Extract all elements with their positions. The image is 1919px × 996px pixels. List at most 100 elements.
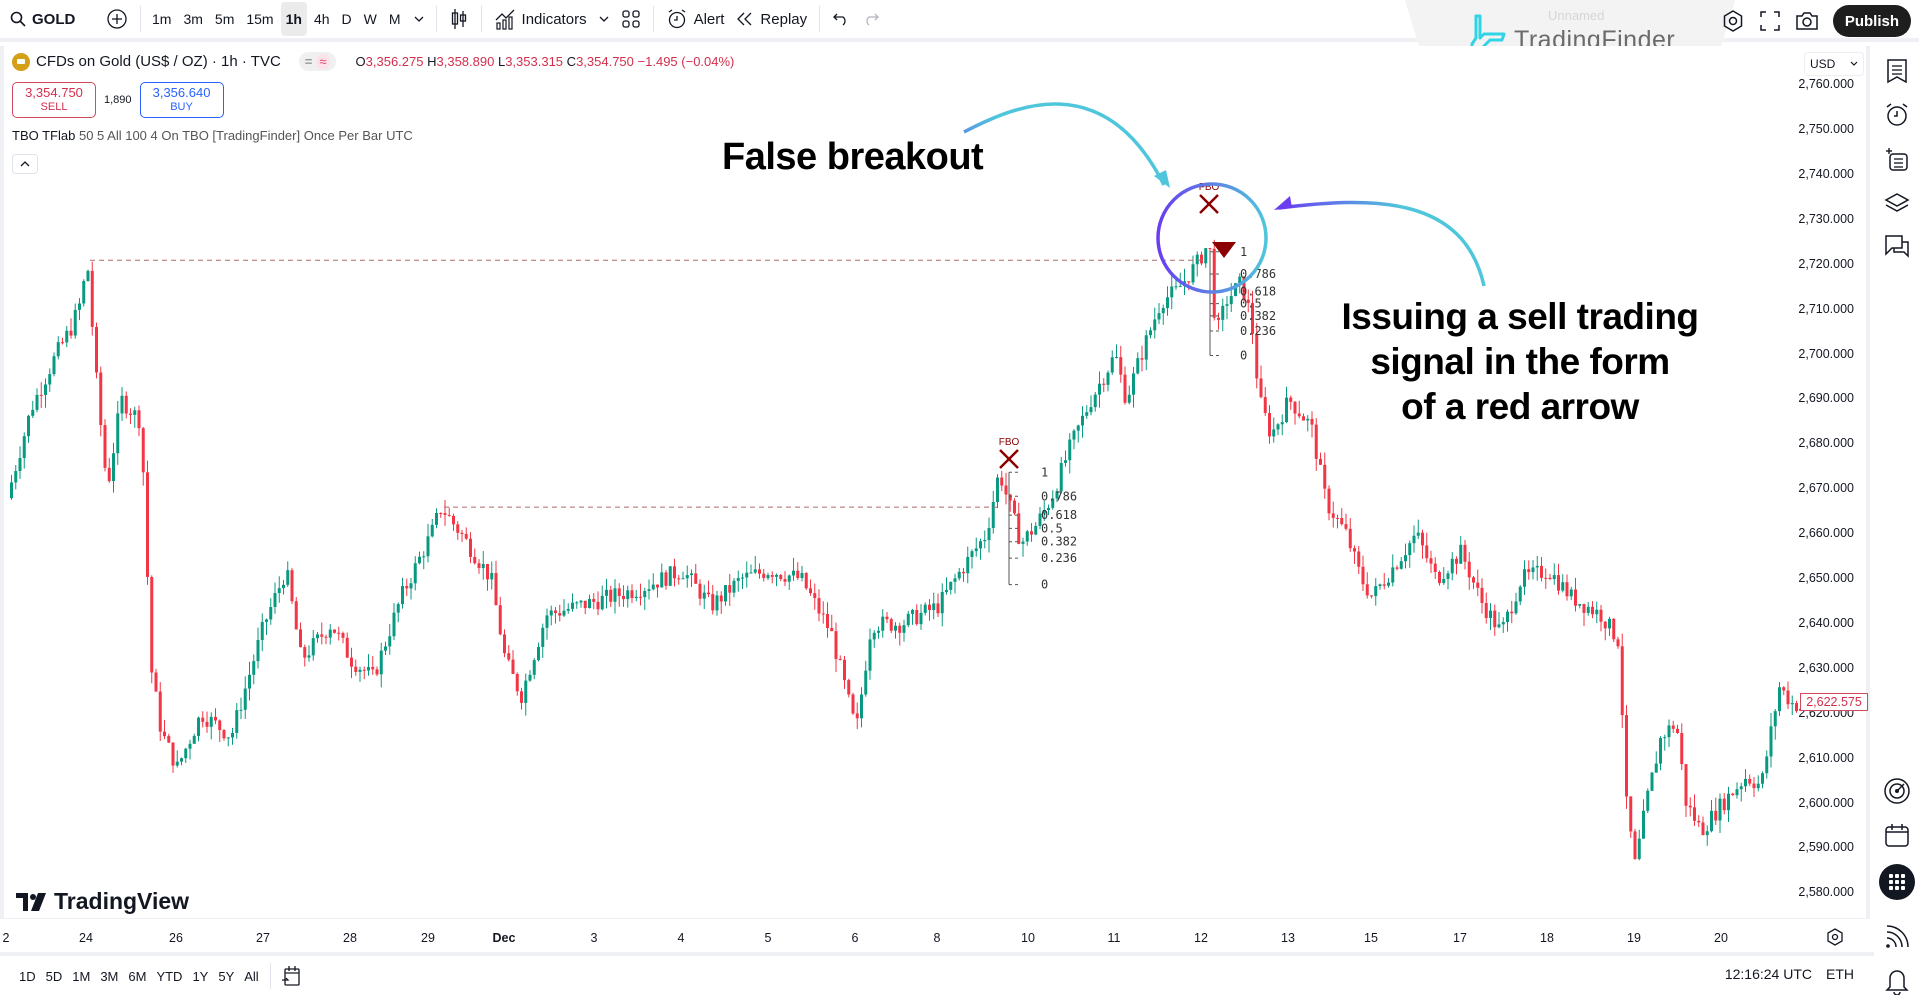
layout-name[interactable]: Unnamed bbox=[1548, 8, 1605, 23]
redo-button[interactable] bbox=[856, 2, 886, 36]
target-icon bbox=[1883, 777, 1911, 805]
fullscreen-icon[interactable] bbox=[1759, 10, 1781, 32]
time-tick-label: 15 bbox=[1364, 931, 1378, 945]
notifications-button[interactable] bbox=[1882, 966, 1912, 996]
session-label[interactable]: ETH bbox=[1826, 966, 1854, 982]
timeframe-1h[interactable]: 1h bbox=[280, 2, 307, 36]
utc-clock[interactable]: 12:16:24 UTC bbox=[1724, 966, 1812, 982]
svg-text:0.618: 0.618 bbox=[1240, 284, 1276, 298]
currency-select[interactable]: USD bbox=[1804, 52, 1864, 76]
divider bbox=[140, 6, 141, 32]
price-tick-label: 2,640.000 bbox=[1798, 615, 1854, 630]
buy-label: BUY bbox=[170, 101, 193, 113]
object-tree-button[interactable] bbox=[1882, 144, 1912, 174]
goto-date-icon[interactable] bbox=[281, 965, 301, 987]
buy-button[interactable]: 3,356.640 BUY bbox=[139, 82, 224, 118]
collapse-legend-button[interactable] bbox=[12, 154, 38, 174]
settings-icon[interactable] bbox=[1721, 9, 1745, 33]
svg-text:0.382: 0.382 bbox=[1240, 309, 1276, 323]
streams-button[interactable] bbox=[1882, 922, 1912, 952]
symbol-search-button[interactable]: GOLD bbox=[0, 2, 100, 36]
time-axis[interactable]: 2 24 26 27 28 29 Dec 3 4 5 6 8 10 11 12 13 15 17 18 19 20 bbox=[0, 918, 1870, 952]
plus-circle-icon bbox=[106, 8, 128, 30]
price-tick-label: 2,590.000 bbox=[1798, 840, 1854, 855]
chevron-down-icon bbox=[599, 15, 609, 23]
top-right-tools: Publish bbox=[1721, 4, 1911, 38]
range-3m[interactable]: 3M bbox=[100, 968, 119, 984]
timeframe-m[interactable]: M bbox=[388, 11, 401, 27]
timeframe-w[interactable]: W bbox=[363, 11, 377, 27]
timeframe-d[interactable]: D bbox=[341, 11, 352, 27]
range-ytd[interactable]: YTD bbox=[156, 968, 183, 984]
gold-symbol-icon bbox=[12, 52, 30, 71]
calendar-button[interactable] bbox=[1882, 820, 1912, 850]
candlestick-chart[interactable]: 10.7860.6180.50.3820.236010.7860.6180.50… bbox=[4, 46, 1800, 918]
tradingview-logo[interactable]: TradingView bbox=[16, 888, 189, 915]
close-value: 3,354.750 bbox=[576, 54, 634, 69]
replay-button[interactable]: Replay bbox=[730, 2, 813, 36]
range-1y[interactable]: 1Y bbox=[192, 968, 209, 984]
alerts-button[interactable] bbox=[1882, 100, 1912, 130]
sell-button[interactable]: 3,354.750 SELL bbox=[12, 82, 96, 118]
divider bbox=[652, 6, 654, 32]
range-5d[interactable]: 5D bbox=[45, 968, 63, 984]
chats-button[interactable] bbox=[1882, 232, 1912, 262]
range-all[interactable]: All bbox=[244, 968, 259, 984]
hotlists-button[interactable] bbox=[1882, 776, 1912, 806]
alarm-clock-icon bbox=[1884, 102, 1910, 128]
range-1d[interactable]: 1D bbox=[19, 968, 36, 984]
indicator-name: TBO TFlab bbox=[12, 128, 76, 143]
svg-text:0: 0 bbox=[1041, 578, 1048, 592]
indicator-legend[interactable]: TBO TFlab 50 5 All 100 4 On TBO [Trading… bbox=[12, 128, 413, 143]
grid-layout-icon bbox=[621, 9, 641, 29]
publish-button[interactable]: Publish bbox=[1832, 5, 1911, 37]
timeframe-5m[interactable]: 5m bbox=[214, 11, 235, 27]
price-tick-label: 2,680.000 bbox=[1798, 436, 1854, 451]
timeframe-1m[interactable]: 1m bbox=[152, 11, 172, 27]
timeframe-3m[interactable]: 3m bbox=[183, 11, 203, 27]
range-5y[interactable]: 5Y bbox=[218, 968, 235, 984]
svg-text:0.5: 0.5 bbox=[1240, 297, 1262, 311]
right-sidebar bbox=[1874, 46, 1919, 996]
chart-type-button[interactable] bbox=[443, 2, 475, 36]
sell-signal-annotation: Issuing a sell trading signal in the for… bbox=[1340, 294, 1700, 429]
price-axis[interactable]: 2,760.000 2,750.000 2,740.000 2,730.000 2,72… bbox=[1798, 46, 1870, 918]
chevron-down-icon bbox=[414, 15, 424, 23]
price-tick-label: 2,600.000 bbox=[1798, 795, 1854, 810]
undo-button[interactable] bbox=[826, 2, 856, 36]
axis-settings-icon[interactable] bbox=[1826, 928, 1844, 946]
layers-button[interactable] bbox=[1882, 188, 1912, 218]
chevron-up-icon bbox=[20, 160, 30, 168]
camera-icon[interactable] bbox=[1795, 10, 1819, 32]
currency-label: USD bbox=[1810, 57, 1836, 71]
time-tick-label: 11 bbox=[1107, 931, 1121, 945]
range-6m[interactable]: 6M bbox=[128, 968, 147, 984]
spread-value: 1,890 bbox=[104, 94, 132, 106]
svg-text:FBO: FBO bbox=[1199, 182, 1220, 193]
tradingview-logo-text: TradingView bbox=[54, 888, 190, 914]
svg-text:0: 0 bbox=[1240, 349, 1247, 363]
products-button[interactable] bbox=[1878, 864, 1915, 900]
price-tick-label: 2,720.000 bbox=[1798, 256, 1854, 271]
svg-text:FBO: FBO bbox=[999, 437, 1020, 448]
candles-icon bbox=[449, 7, 469, 31]
time-tick-label: 26 bbox=[169, 931, 183, 945]
equal-icon: = bbox=[304, 54, 313, 69]
range-1m[interactable]: 1M bbox=[72, 968, 91, 984]
indicators-button[interactable]: Indicators bbox=[488, 2, 593, 36]
indicator-params: 50 5 All 100 4 On TBO [TradingFinder] On… bbox=[78, 128, 413, 143]
symbol-label: GOLD bbox=[32, 10, 76, 28]
timeframe-15m[interactable]: 15m bbox=[246, 11, 274, 27]
chart-pane[interactable]: 1 0.786 0.618 0.5 0.382 0.236 0 1 0.786 0.618 0.5 0… bbox=[0, 46, 1800, 918]
compare-symbol-button[interactable] bbox=[100, 2, 134, 36]
legend-toggle[interactable]: = ≈ bbox=[298, 52, 336, 71]
alert-button[interactable]: Alert bbox=[660, 2, 731, 36]
indicators-dropdown[interactable] bbox=[593, 2, 615, 36]
svg-text:0.382: 0.382 bbox=[1041, 535, 1077, 549]
layouts-button[interactable] bbox=[615, 2, 647, 36]
time-tick-label: 3 bbox=[590, 931, 598, 945]
watchlist-button[interactable] bbox=[1882, 56, 1912, 86]
timeframe-4h[interactable]: 4h bbox=[313, 11, 330, 27]
last-price-label: 2,622.575 bbox=[1800, 693, 1868, 712]
timeframe-dropdown[interactable] bbox=[408, 2, 430, 36]
